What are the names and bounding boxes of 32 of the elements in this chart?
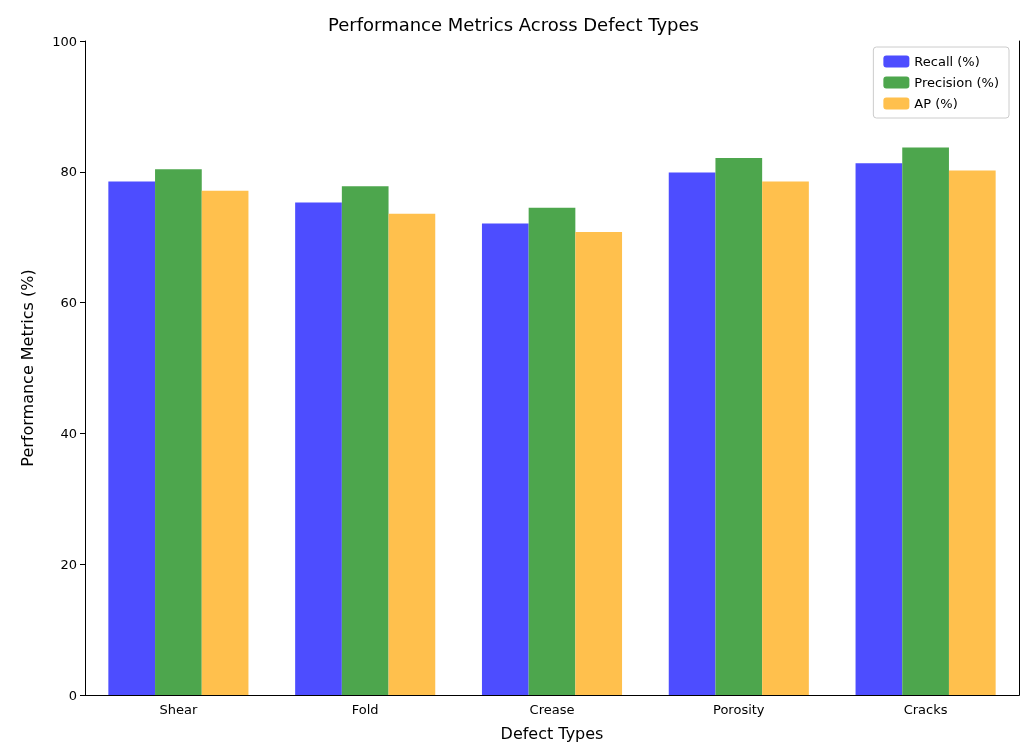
bar xyxy=(855,163,903,695)
bar xyxy=(108,181,156,695)
bar xyxy=(388,213,436,695)
y-tick-label: 80 xyxy=(60,164,77,180)
x-tick-label: Cracks xyxy=(903,702,948,717)
y-axis-title: Performance Metrics (%) xyxy=(17,269,37,467)
x-tick-label: Shear xyxy=(159,702,198,717)
y-tick-label: 0 xyxy=(68,687,77,703)
legend-label: AP (%) xyxy=(914,96,958,111)
bar xyxy=(948,170,996,695)
y-tick-label: 20 xyxy=(60,556,77,572)
bar xyxy=(341,186,389,695)
bar xyxy=(295,202,342,695)
bar xyxy=(528,207,576,695)
x-tick-label: Crease xyxy=(529,702,575,717)
bar xyxy=(575,231,623,695)
y-tick-label: 60 xyxy=(60,295,77,311)
x-axis-title: Defect Types xyxy=(500,723,604,743)
y-tick-label: 100 xyxy=(52,33,77,49)
bar xyxy=(762,181,809,695)
bar xyxy=(668,172,716,695)
legend-label: Precision (%) xyxy=(914,75,1000,90)
bar xyxy=(715,158,763,695)
legend-label: Recall (%) xyxy=(914,54,980,69)
chart-title: Performance Metrics Across Defect Types xyxy=(328,13,699,35)
bar xyxy=(155,169,202,695)
x-tick-label: Porosity xyxy=(713,702,765,717)
x-tick-label: Fold xyxy=(351,702,379,717)
bar xyxy=(201,190,249,695)
bar xyxy=(481,223,529,695)
y-tick-label: 40 xyxy=(60,425,77,441)
bar xyxy=(902,147,949,695)
